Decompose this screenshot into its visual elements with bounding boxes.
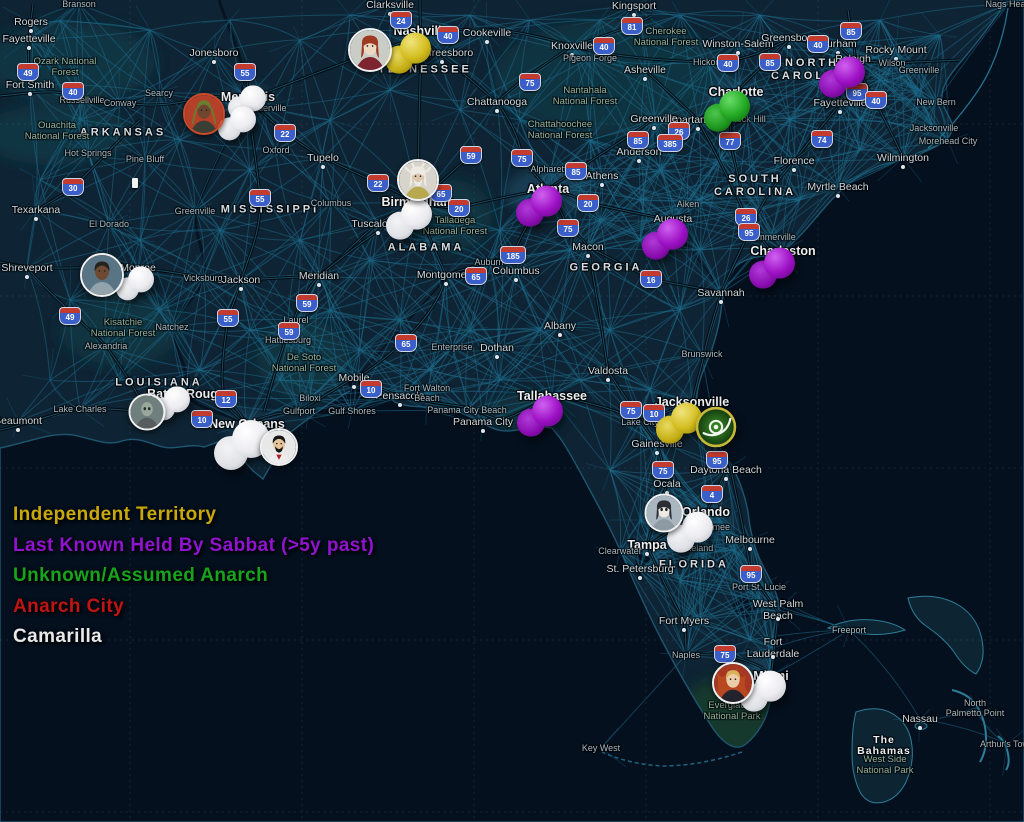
map-pin-tallahassee-purple[interactable]: [517, 395, 563, 437]
map-pin-charlotte-green[interactable]: [704, 90, 750, 132]
map-pin-raleigh-purple[interactable]: [819, 56, 865, 98]
eye-badge[interactable]: [695, 406, 737, 448]
lafayette-avatar[interactable]: [128, 393, 166, 431]
map-pin-atlanta-purple[interactable]: [516, 185, 562, 227]
map-pin-birmingham-white[interactable]: [386, 198, 432, 240]
nashville-avatar[interactable]: [348, 28, 392, 72]
map-pin-nashville-yellow[interactable]: [385, 32, 431, 74]
bahamas-islands: [826, 595, 1010, 804]
map-pin-memphis-2-white[interactable]: [218, 106, 256, 141]
map-pin-charleston-purple[interactable]: [749, 247, 795, 289]
new-orleans-avatar[interactable]: [260, 428, 298, 466]
florida-keys: [601, 751, 743, 767]
monroe-avatar[interactable]: [80, 253, 124, 297]
miami-avatar[interactable]: [712, 662, 754, 704]
memphis-avatar[interactable]: [183, 93, 225, 135]
orlando-avatar[interactable]: [644, 493, 684, 533]
birmingham-avatar[interactable]: [397, 159, 439, 201]
map-pin-augusta-purple[interactable]: [642, 218, 688, 260]
minor-roads: [2, 0, 1024, 776]
small-map-marker[interactable]: [132, 178, 138, 188]
map-pin-lakeland-white[interactable]: [667, 511, 713, 553]
